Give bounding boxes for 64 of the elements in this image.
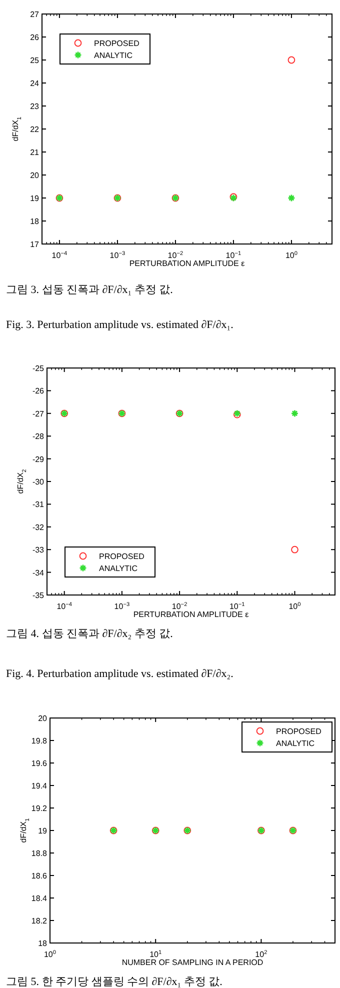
x-tick-label: 10$^{−4}$ [52,251,68,260]
caption: 그림 4. 섭동 진폭과 ∂F/∂x₂ 추정 값. [6,628,174,640]
point [290,410,299,418]
x-axis-title: PERTURBATION AMPLITUDE ε [133,610,250,619]
y-tick-label: 25 [30,56,40,65]
caption: Fig. 4. Perturbation amplitude vs. estimated ∂F/∂x₂. [6,668,234,680]
x-tick-label: 10$^{−3}$ [110,251,126,260]
y-tick-label: 19.4 [31,782,48,790]
x-axis-title: NUMBER OF SAMPLING IN A PERIOD [122,958,264,967]
legend-label: ANALYTIC [276,739,315,748]
y-tick-label: 22 [30,125,40,134]
x-tick-label: 10$^{0}$ [44,950,56,959]
x-tick-label: 10$^{0}$ [288,602,301,611]
y-tick-label: 27 [30,10,40,19]
y-tick-label: 19.2 [31,804,48,813]
caption: 그림 3. 섭동 진폭과 ∂F/∂x₁ 추정 값. [6,284,174,296]
y-tick-label: -32 [32,522,45,532]
x-tick-label: 10$^{−3}$ [114,602,130,611]
legend-label: ANALYTIC [99,564,138,573]
y-tick-label: 18.4 [31,894,48,903]
x-tick-label: 10$^{−2}$ [172,602,188,611]
y-tick-label: 18 [30,217,40,226]
y-tick-label: -35 [32,591,45,600]
caption: Fig. 3. Perturbation amplitude vs. estimated ∂F/∂x₁. [6,319,234,331]
y-tick-label: 19 [38,826,48,836]
y-tick-label: -33 [32,546,45,555]
y-tick-label: -25 [32,364,45,373]
y-tick-label: -26 [32,386,45,396]
point [291,546,298,554]
y-tick-label: 18.8 [31,849,48,858]
y-tick-label: 17 [30,240,40,249]
x-axis-title: PERTURBATION AMPLITUDE ε [129,259,246,268]
y-tick-label: -28 [32,432,45,442]
y-tick-label: 20 [38,714,48,723]
x-tick-label: 10$^{2}$ [255,950,268,959]
x-tick-label: 10$^{−4}$ [56,602,72,611]
x-tick-label: 10$^{−1}$ [226,251,242,260]
x-tick-label: 10$^{1}$ [150,950,162,959]
y-tick-label: 18 [38,939,48,948]
legend-label: PROPOSED [276,727,322,736]
y-tick-label: -27 [32,409,45,418]
y-tick-label: 24 [30,79,40,88]
y-tick-label: -31 [32,500,45,510]
y-tick-label: 20 [30,171,40,180]
y-tick-label: 23 [30,102,40,111]
y-tick-label: -34 [32,568,45,578]
y-tick-label: 18.2 [31,916,48,926]
y-tick-label: 19.6 [31,759,48,768]
point [288,56,296,64]
legend-label: PROPOSED [94,39,140,48]
point [288,194,296,202]
legend-label: PROPOSED [99,552,145,561]
y-tick-label: 19 [30,194,40,203]
x-tick-label: 10$^{−2}$ [168,251,184,260]
y-tick-label: -29 [32,454,45,464]
y-tick-label: 18.6 [31,872,48,880]
y-tick-label: 26 [30,33,40,42]
legend-label: ANALYTIC [94,51,133,60]
x-tick-label: 10$^{0}$ [285,251,298,260]
y-tick-label: 19.8 [31,736,48,746]
y-tick-label: 21 [30,148,40,157]
y-tick-label: -30 [32,478,45,486]
x-tick-label: 10$^{−1}$ [229,602,245,611]
caption: 그림 5. 한 주기당 샘플링 수의 ∂F/∂x₁ 추정 값. [6,976,223,988]
